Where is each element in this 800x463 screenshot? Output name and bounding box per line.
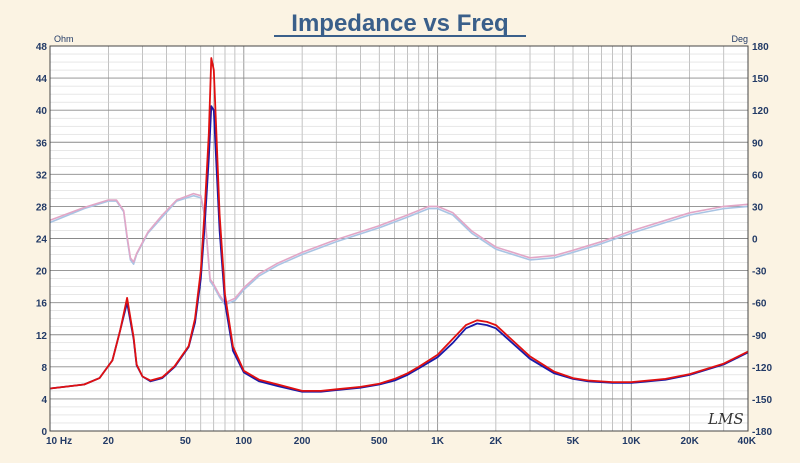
left-axis-tick-label: 24 <box>36 235 48 246</box>
left-axis-tick-label: 0 <box>41 427 47 438</box>
left-axis-tick-label: 20 <box>36 267 48 278</box>
phase-curve-3 <box>49 194 749 306</box>
x-axis-tick-label: 40K <box>738 436 757 447</box>
right-axis-tick-label: -90 <box>752 331 767 342</box>
left-axis-tick-label: 32 <box>36 170 48 181</box>
series-layer <box>49 57 749 393</box>
left-axis-tick-label: 8 <box>41 363 47 374</box>
right-axis-tick-label: 90 <box>752 138 764 149</box>
x-axis-tick-label: 100 <box>235 436 252 447</box>
x-axis-tick-label: 200 <box>294 436 311 447</box>
left-axis-tick-label: 48 <box>36 42 48 53</box>
impedance-curve-2 <box>49 57 749 392</box>
right-axis-tick-label: 60 <box>752 170 764 181</box>
lms-signature: LMS <box>707 410 744 428</box>
x-axis-tick-label: 10K <box>622 436 641 447</box>
left-axis-tick-label: 4 <box>41 395 47 406</box>
chart-title: Impedance vs Freq <box>291 10 508 37</box>
left-axis-tick-label: 16 <box>36 299 48 310</box>
x-axis-tick-label: 2K <box>489 436 503 447</box>
left-axis-unit: Ohm <box>54 34 74 44</box>
left-axis-tick-label: 40 <box>36 106 48 117</box>
right-axis-tick-label: 120 <box>752 106 769 117</box>
x-axis-tick-label: 10 Hz <box>46 436 72 447</box>
right-axis-unit: Deg <box>731 34 748 44</box>
right-axis-tick-label: -120 <box>752 363 772 374</box>
x-axis-tick-label: 5K <box>567 436 581 447</box>
x-axis-tick-label: 50 <box>180 436 192 447</box>
right-axis-tick-label: -60 <box>752 299 767 310</box>
right-axis-tick-label: -180 <box>752 427 772 438</box>
right-axis-tick-label: 180 <box>752 42 769 53</box>
x-axis-tick-label: 1K <box>431 436 445 447</box>
left-axis-tick-label: 12 <box>36 331 48 342</box>
plot-frame <box>49 45 749 432</box>
x-axis-tick-label: 20K <box>680 436 699 447</box>
tick-labels: 04812162024283236404448-180-150-120-90-6… <box>36 42 773 447</box>
left-axis-tick-label: 28 <box>36 202 48 213</box>
left-axis-tick-label: 36 <box>36 138 48 149</box>
right-axis-tick-label: 150 <box>752 74 769 85</box>
phase-curve-4 <box>49 192 749 304</box>
x-axis-tick-label: 500 <box>371 436 388 447</box>
x-axis-tick-label: 20 <box>103 436 115 447</box>
right-axis-tick-label: 0 <box>752 235 758 246</box>
right-axis-tick-label: -150 <box>752 395 772 406</box>
right-axis-tick-label: -30 <box>752 267 767 278</box>
left-axis-tick-label: 44 <box>36 74 48 85</box>
right-axis-tick-label: 30 <box>752 202 764 213</box>
